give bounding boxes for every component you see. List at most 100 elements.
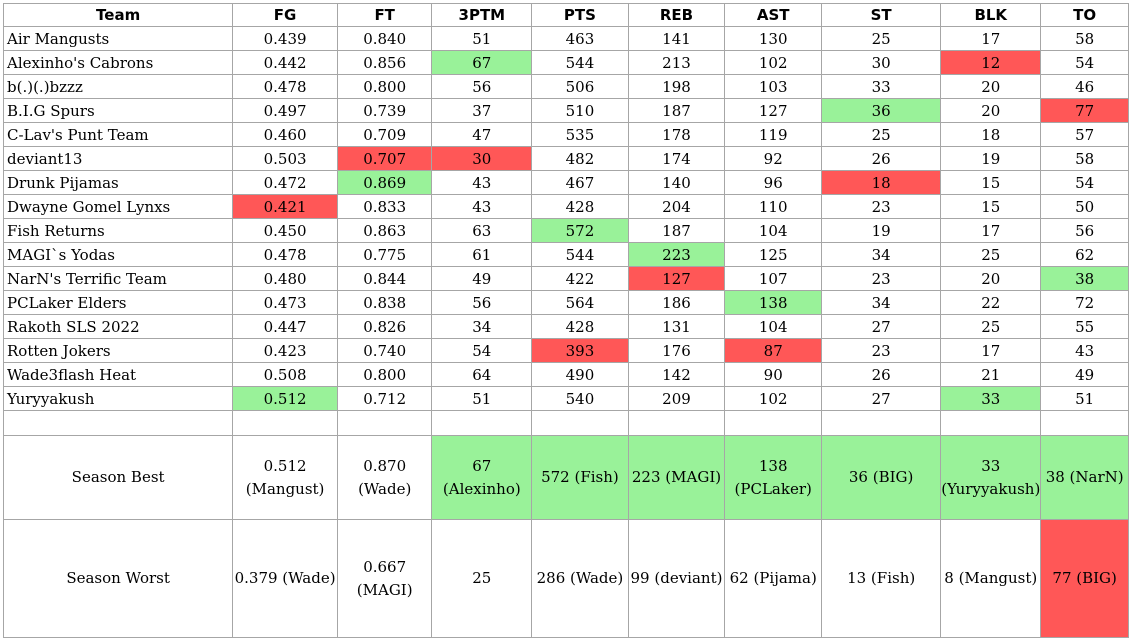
stat-cell-3ptm: 64 — [431, 362, 533, 387]
table-row: B.I.G Spurs 0.497 0.739 37 510 187 127 36 20 77 — [2, 98, 1129, 123]
team-name-cell: MAGI`s Yodas — [2, 242, 234, 267]
stat-cell-fg: 0.497 — [232, 98, 338, 123]
column-header-fg: FG — [232, 3, 338, 27]
stat-cell-ft: 0.826 — [336, 314, 433, 339]
season-worst-cell-fg: 0.379 (Wade) — [232, 519, 338, 638]
table-row: PCLaker Elders 0.473 0.838 56 564 186 138 34 22 7… — [2, 290, 1129, 315]
stat-cell-3ptm: 30 — [431, 146, 533, 171]
stat-cell-3ptm: 67 — [431, 50, 533, 75]
stat-cell-ast: 90 — [724, 362, 823, 387]
season-worst-cell-to: 77 (BIG) — [1040, 519, 1129, 638]
stat-cell-st: 27 — [821, 314, 942, 339]
stat-cell-st: 23 — [821, 266, 942, 291]
stat-cell-fg: 0.450 — [232, 218, 338, 243]
stat-cell-fg: 0.472 — [232, 170, 338, 195]
table-row: b(.)(.)bzzz 0.478 0.800 56 506 198 103 33 20 46 — [2, 74, 1129, 99]
stat-cell-ast: 127 — [724, 98, 823, 123]
stat-cell-ast: 102 — [724, 386, 823, 411]
stat-cell-ft: 0.844 — [336, 266, 433, 291]
stat-cell-3ptm: 49 — [431, 266, 533, 291]
stat-cell-st: 25 — [821, 26, 942, 51]
stat-cell-3ptm: 56 — [431, 290, 533, 315]
team-name-cell: deviant13 — [2, 146, 234, 171]
stat-cell-ft: 0.740 — [336, 338, 433, 363]
stat-cell-fg: 0.480 — [232, 266, 338, 291]
stat-cell-pts: 428 — [531, 314, 629, 339]
stat-cell-reb: 186 — [627, 290, 726, 315]
stat-cell-reb: 187 — [627, 218, 726, 243]
stat-cell-ast: 125 — [724, 242, 823, 267]
stat-cell-pts: 540 — [531, 386, 629, 411]
column-header-team: Team — [2, 3, 234, 27]
season-worst-cell-3ptm: 25 — [431, 519, 533, 638]
stat-cell-ft: 0.739 — [336, 98, 433, 123]
stat-cell-fg: 0.447 — [232, 314, 338, 339]
table-row: Air Mangusts 0.439 0.840 51 463 141 130 25 17 58 — [2, 26, 1129, 51]
stat-cell-3ptm: 47 — [431, 122, 533, 147]
stat-cell-ast: 87 — [724, 338, 823, 363]
stat-cell-blk: 25 — [940, 314, 1042, 339]
stat-cell-st: 26 — [821, 146, 942, 171]
stat-cell-reb: 178 — [627, 122, 726, 147]
stat-cell-blk: 12 — [940, 50, 1042, 75]
column-header-3ptm: 3PTM — [431, 3, 533, 27]
stat-cell-fg: 0.508 — [232, 362, 338, 387]
season-best-cell-blk: 33 (Yuryyakush) — [940, 435, 1042, 520]
stat-cell-pts: 482 — [531, 146, 629, 171]
standings-table: Team FG FT 3PTM PTS REB AST ST BLK TO Ai… — [2, 3, 1129, 638]
stat-cell-blk: 21 — [940, 362, 1042, 387]
stat-cell-ft: 0.833 — [336, 194, 433, 219]
season-worst-cell-reb: 99 (deviant) — [627, 519, 726, 638]
season-worst-cell-ft: 0.667 (MAGI) — [336, 519, 433, 638]
stat-cell-to: 54 — [1040, 50, 1129, 75]
stat-cell-3ptm: 56 — [431, 74, 533, 99]
stat-cell-fg: 0.442 — [232, 50, 338, 75]
team-name-cell: PCLaker Elders — [2, 290, 234, 315]
stat-cell-blk: 15 — [940, 194, 1042, 219]
stat-cell-3ptm: 51 — [431, 386, 533, 411]
season-worst-cell-ast: 62 (Pijama) — [724, 519, 823, 638]
stat-cell-to: 38 — [1040, 266, 1129, 291]
stat-cell-reb: 209 — [627, 386, 726, 411]
stat-cell-pts: 544 — [531, 242, 629, 267]
team-name-cell: Alexinho's Cabrons — [2, 50, 234, 75]
stat-cell-to: 46 — [1040, 74, 1129, 99]
stat-cell-pts: 544 — [531, 50, 629, 75]
stat-cell-blk: 19 — [940, 146, 1042, 171]
stat-cell-fg: 0.478 — [232, 74, 338, 99]
stat-cell-ft: 0.856 — [336, 50, 433, 75]
stat-cell-reb: 204 — [627, 194, 726, 219]
stat-cell-blk: 17 — [940, 26, 1042, 51]
team-name-cell: Rakoth SLS 2022 — [2, 314, 234, 339]
stat-cell-reb: 127 — [627, 266, 726, 291]
stat-cell-fg: 0.439 — [232, 26, 338, 51]
table-row: Fish Returns 0.450 0.863 63 572 187 104 19 17 56 — [2, 218, 1129, 243]
stat-cell-to: 58 — [1040, 146, 1129, 171]
stat-cell-3ptm: 43 — [431, 194, 533, 219]
stat-cell-ft: 0.707 — [336, 146, 433, 171]
stat-cell-reb: 223 — [627, 242, 726, 267]
table-row: Dwayne Gomel Lynxs 0.421 0.833 43 428 204 110 2… — [2, 194, 1129, 219]
stat-cell-ast: 102 — [724, 50, 823, 75]
stat-cell-reb: 174 — [627, 146, 726, 171]
stat-cell-st: 18 — [821, 170, 942, 195]
stat-cell-st: 33 — [821, 74, 942, 99]
table-row: NarN's Terrific Team 0.480 0.844 49 422 127 10… — [2, 266, 1129, 291]
stat-cell-reb: 187 — [627, 98, 726, 123]
stat-cell-ast: 96 — [724, 170, 823, 195]
table-row: Drunk Pijamas 0.472 0.869 43 467 140 96 18 15 54 — [2, 170, 1129, 195]
stat-cell-3ptm: 54 — [431, 338, 533, 363]
table-body: Air Mangusts 0.439 0.840 51 463 141 130 25 17 58 A… — [2, 26, 1129, 411]
stat-cell-fg: 0.473 — [232, 290, 338, 315]
stat-cell-3ptm: 37 — [431, 98, 533, 123]
stat-cell-ast: 104 — [724, 314, 823, 339]
stat-cell-to: 49 — [1040, 362, 1129, 387]
season-best-cell-ast: 138 (PCLaker) — [724, 435, 823, 520]
season-worst-cell-pts: 286 (Wade) — [531, 519, 629, 638]
stat-cell-pts: 510 — [531, 98, 629, 123]
table-row: Yuryyakush 0.512 0.712 51 540 209 102 27 33 51 — [2, 386, 1129, 411]
stat-cell-to: 43 — [1040, 338, 1129, 363]
table-row: deviant13 0.503 0.707 30 482 174 92 26 19 58 — [2, 146, 1129, 171]
team-name-cell: Yuryyakush — [2, 386, 234, 411]
stat-cell-st: 25 — [821, 122, 942, 147]
